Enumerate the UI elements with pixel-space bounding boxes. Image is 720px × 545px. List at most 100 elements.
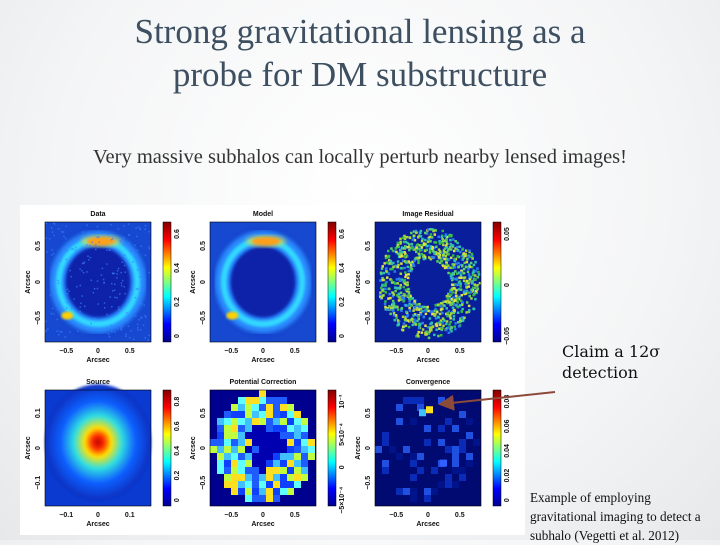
colorbar-tick-label: 0 — [504, 498, 511, 502]
noise — [91, 241, 93, 244]
y-axis-label: Arcsec — [25, 270, 32, 293]
noise — [124, 254, 126, 256]
pixel — [387, 297, 390, 300]
pixel — [396, 241, 400, 245]
noise — [143, 304, 146, 307]
pixel — [252, 404, 259, 411]
noise — [53, 270, 55, 272]
pixel — [431, 228, 434, 231]
x-tick-label: 0 — [426, 512, 430, 519]
pixel — [439, 333, 443, 337]
pixel — [266, 481, 273, 488]
noise — [52, 222, 55, 224]
pixel — [245, 404, 252, 411]
pixel — [451, 283, 454, 286]
x-tick-label: −0.1 — [59, 512, 73, 519]
pixel — [443, 257, 446, 261]
pixel — [445, 326, 449, 330]
pixel — [217, 439, 224, 446]
pixel — [380, 267, 384, 270]
noise — [114, 296, 116, 299]
pixel — [379, 286, 383, 290]
noise — [87, 255, 89, 257]
x-tick-label: −0.5 — [389, 348, 403, 355]
noise — [104, 307, 106, 309]
pixel — [259, 418, 266, 425]
noise — [50, 312, 52, 315]
pixel — [231, 488, 238, 495]
noise — [95, 244, 97, 246]
pixel — [266, 446, 273, 453]
pixel — [451, 254, 455, 257]
noise — [93, 288, 96, 290]
pixel — [461, 258, 464, 261]
pixel — [245, 495, 252, 502]
pixel — [417, 259, 420, 262]
pixel — [467, 255, 470, 259]
pixel — [455, 304, 458, 307]
noise — [51, 231, 54, 233]
pixel — [224, 439, 231, 446]
pixel — [434, 251, 438, 254]
pixel — [280, 453, 287, 460]
pixel — [301, 425, 308, 432]
pixel — [417, 261, 420, 265]
noise — [102, 278, 105, 281]
pixel — [308, 446, 315, 453]
x-tick-label: 0.5 — [290, 348, 300, 355]
pixel — [417, 397, 424, 404]
noise — [53, 234, 55, 237]
noise — [59, 260, 62, 262]
pixel — [405, 288, 409, 292]
pixel — [401, 259, 405, 262]
pixel — [400, 262, 403, 265]
noise — [86, 329, 89, 331]
pixel — [266, 404, 273, 411]
pixel — [396, 453, 403, 460]
pixel — [294, 467, 301, 474]
pixel — [471, 257, 474, 260]
pixel — [421, 309, 424, 313]
pixel — [396, 244, 400, 247]
pixel — [382, 271, 386, 275]
noise — [60, 231, 63, 233]
pixel — [424, 238, 427, 242]
pixel — [404, 275, 407, 279]
pixel — [456, 321, 460, 324]
pixel — [459, 299, 463, 303]
pixel — [417, 335, 420, 338]
pixel — [422, 257, 426, 261]
pixel — [417, 326, 421, 330]
pixel — [392, 302, 395, 306]
colorbar — [162, 389, 172, 507]
pixel — [440, 301, 444, 305]
pixel — [456, 298, 460, 301]
pixel — [406, 245, 409, 249]
pixel — [435, 309, 439, 313]
noise — [136, 323, 139, 326]
noise — [127, 223, 130, 225]
pixel — [287, 488, 294, 495]
pixel — [412, 302, 415, 306]
pixel — [467, 267, 470, 270]
pixel — [381, 283, 384, 287]
noise — [135, 315, 137, 317]
pixel — [462, 267, 466, 271]
pixel — [459, 271, 462, 274]
pixel — [398, 287, 401, 290]
pixel — [458, 276, 461, 280]
pixel — [404, 246, 407, 249]
pixel — [413, 258, 417, 262]
pixel — [429, 326, 432, 330]
pixel — [464, 265, 468, 269]
pixel — [403, 255, 406, 258]
pixel — [432, 229, 435, 233]
pixel — [431, 247, 434, 250]
pixel — [456, 305, 460, 309]
pixel — [287, 418, 294, 425]
noise — [96, 225, 99, 228]
pixel — [407, 273, 410, 276]
pixel — [406, 281, 409, 284]
pixel — [384, 282, 387, 286]
pixel — [266, 453, 273, 460]
